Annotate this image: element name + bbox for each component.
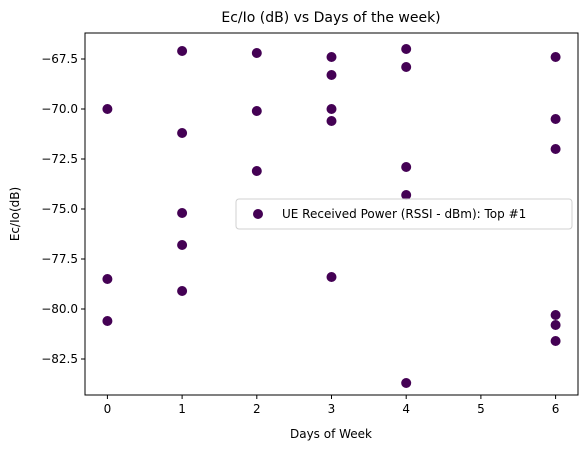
y-tick-label: −82.5 <box>41 352 78 366</box>
data-point <box>251 106 262 116</box>
chart-title: Ec/Io (dB) vs Days of the week) <box>221 10 440 26</box>
data-point <box>251 48 262 58</box>
data-point <box>102 316 113 326</box>
data-point <box>177 46 188 56</box>
data-point <box>177 286 188 296</box>
y-tick-label: −72.5 <box>41 152 78 166</box>
data-point <box>326 70 337 80</box>
data-point <box>550 52 561 62</box>
x-tick-label: 3 <box>328 402 336 416</box>
data-point <box>102 274 113 284</box>
data-point <box>550 114 561 124</box>
y-tick-label: −67.5 <box>41 52 78 66</box>
data-point <box>401 378 412 388</box>
data-point <box>326 116 337 126</box>
data-point <box>326 272 337 282</box>
data-point <box>177 128 188 138</box>
data-point <box>102 104 113 114</box>
data-point <box>401 44 412 54</box>
y-tick-label: −75.0 <box>41 202 78 216</box>
x-tick-label: 6 <box>552 402 560 416</box>
x-tick-label: 0 <box>104 402 112 416</box>
data-point <box>550 310 561 320</box>
x-axis: 0 1 2 3 4 5 6 <box>104 395 560 416</box>
data-points <box>102 44 561 388</box>
data-point <box>326 104 337 114</box>
data-point <box>177 240 188 250</box>
legend-marker <box>253 209 263 219</box>
y-axis-title: Ec/Io(dB) <box>8 187 22 241</box>
data-point <box>251 166 262 176</box>
data-point <box>401 62 412 72</box>
y-tick-label: −80.0 <box>41 302 78 316</box>
data-point <box>401 162 412 172</box>
x-tick-label: 5 <box>477 402 485 416</box>
data-point <box>326 52 337 62</box>
x-tick-label: 1 <box>178 402 186 416</box>
y-tick-label: −70.0 <box>41 102 78 116</box>
x-tick-label: 2 <box>253 402 261 416</box>
x-tick-label: 4 <box>402 402 410 416</box>
x-axis-title: Days of Week <box>290 427 372 441</box>
legend-box <box>235 198 573 230</box>
data-point <box>550 336 561 346</box>
data-point <box>550 320 561 330</box>
data-point <box>550 144 561 154</box>
y-tick-label: −77.5 <box>41 252 78 266</box>
y-axis: −82.5 −80.0 −77.5 −75.0 −72.5 −70.0 −67.5 <box>41 52 85 366</box>
legend: UE Received Power (RSSI - dBm): Top #1 <box>235 198 573 230</box>
data-point <box>177 208 188 218</box>
data-point <box>401 190 412 200</box>
legend-label: UE Received Power (RSSI - dBm): Top #1 <box>282 207 526 221</box>
